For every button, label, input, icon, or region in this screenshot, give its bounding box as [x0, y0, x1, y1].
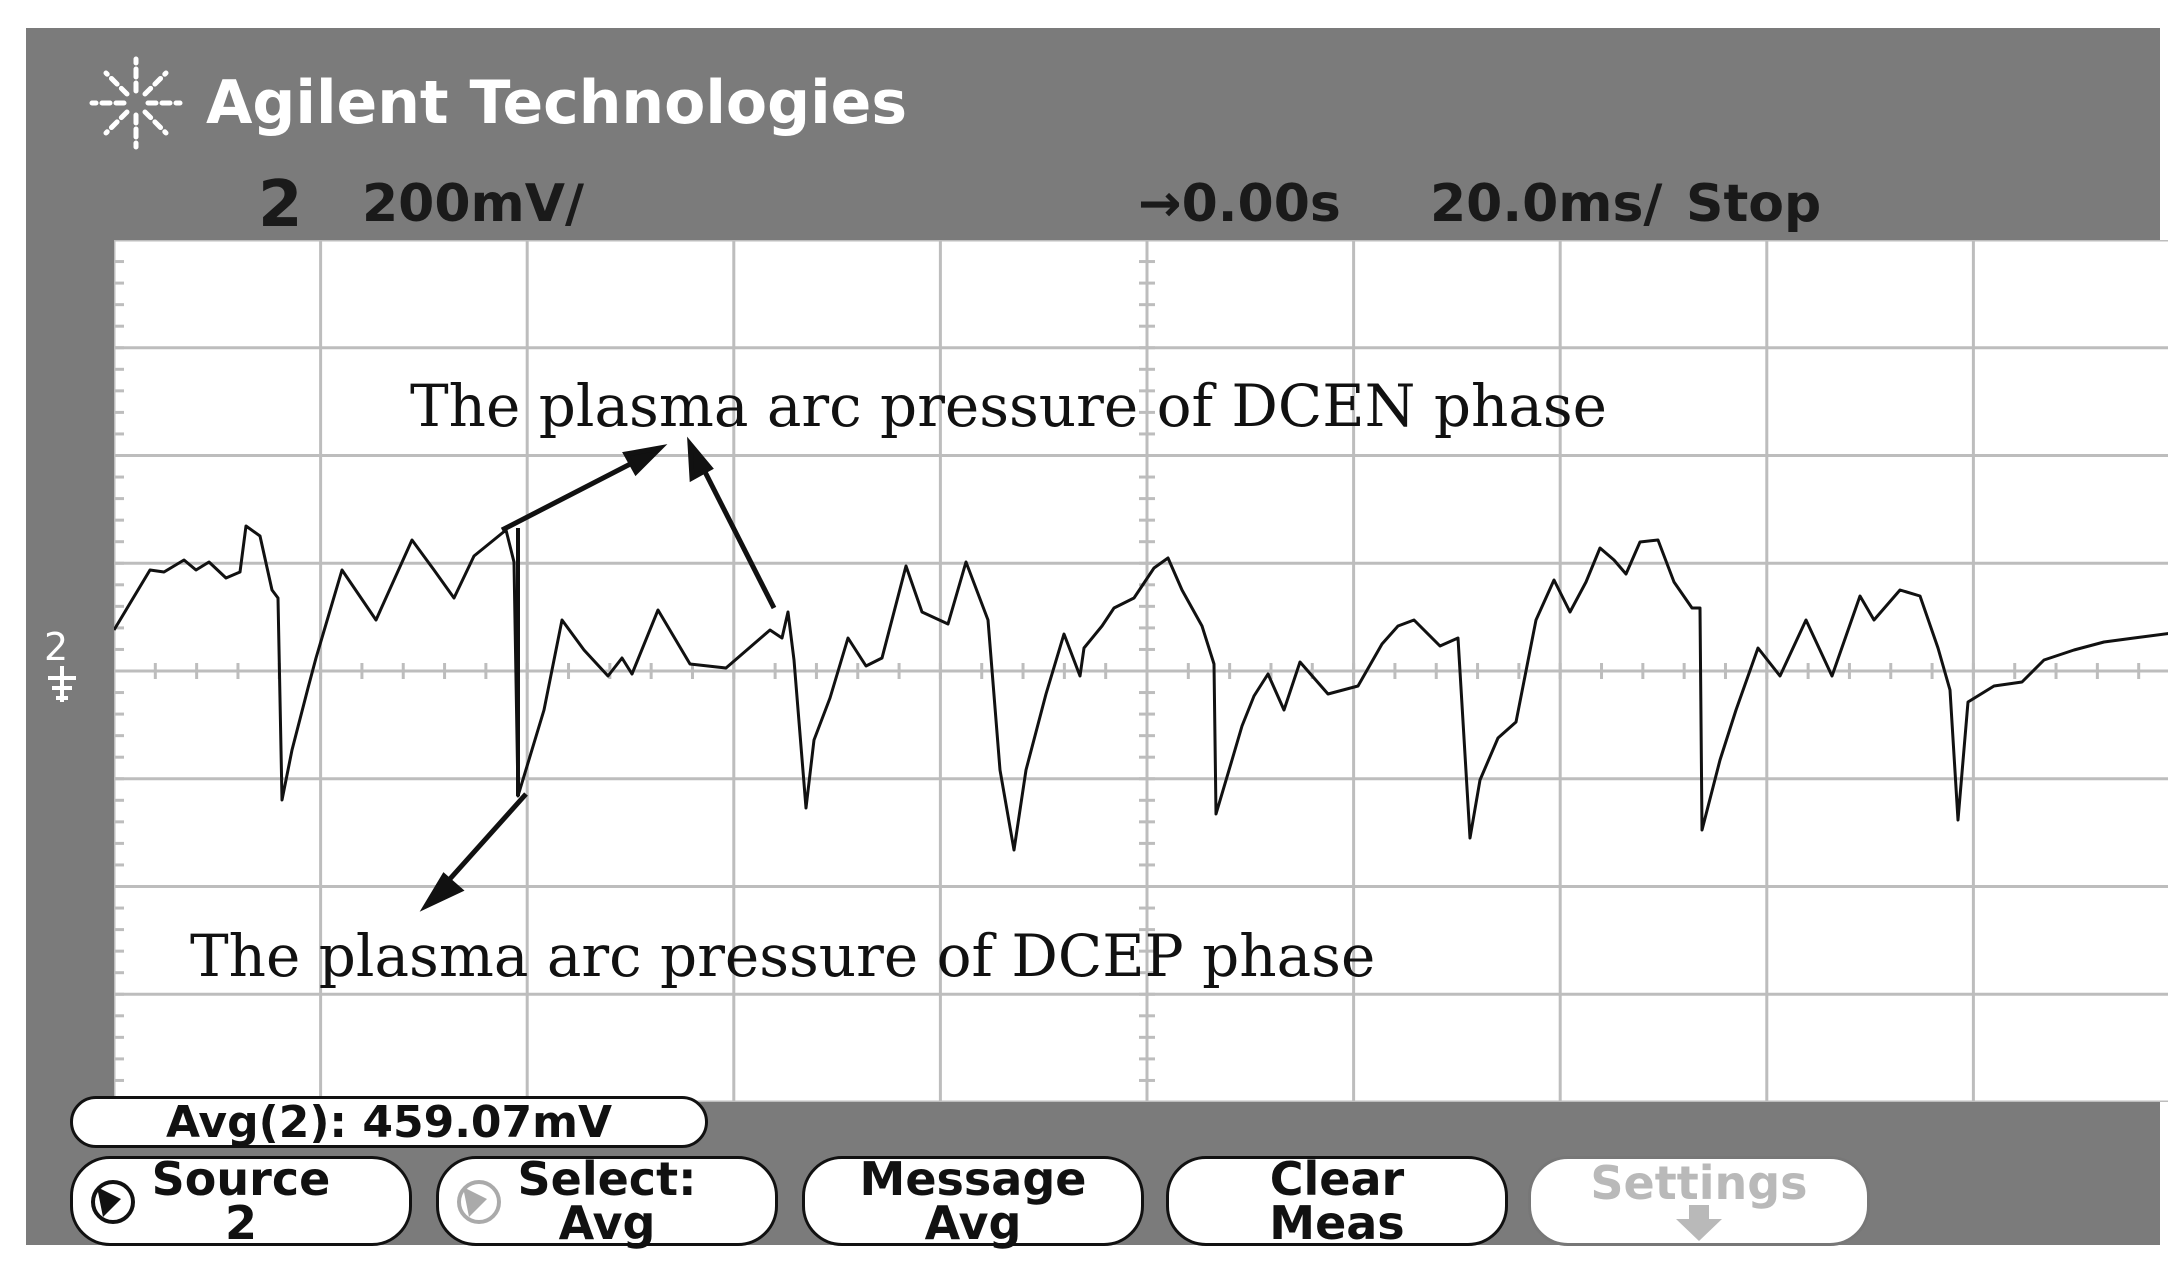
knob-icon — [457, 1180, 501, 1224]
softkey-line1: Select: — [517, 1152, 697, 1206]
arrowhead — [687, 436, 714, 483]
center-ticks — [114, 240, 2141, 1102]
clear-meas-softkey[interactable]: Clear Meas — [1166, 1156, 1508, 1246]
source-softkey[interactable]: Source 2 — [70, 1156, 412, 1246]
arrowhead — [419, 872, 465, 912]
volts-per-div: 200mV/ — [362, 174, 584, 234]
softkey-line1: Settings — [1590, 1156, 1808, 1210]
annotation-arrows — [419, 436, 777, 912]
channel-marker: 2 — [44, 626, 68, 669]
time-delay: →0.00s — [1138, 174, 1341, 234]
softkey-line2: 2 — [224, 1196, 257, 1250]
oscilloscope-display: Agilent Technologies 2 200mV/ →0.00s 20.… — [26, 28, 2168, 1246]
message-softkey[interactable]: Message Avg — [802, 1156, 1144, 1246]
time-per-div: 20.0ms/ — [1430, 174, 1663, 234]
softkey-line2: Avg — [558, 1196, 656, 1250]
brand-name: Agilent Technologies — [206, 68, 908, 138]
status-line: 2 200mV/ →0.00s 20.0ms/ Stop — [26, 168, 2160, 248]
channel-indicator: 2 — [258, 168, 303, 242]
waveform-trace — [114, 524, 2168, 852]
waveform-screen: The plasma arc pressure of DCEN phase Th… — [114, 240, 2168, 1102]
annotation-dcep: The plasma arc pressure of DCEP phase — [190, 922, 1375, 990]
run-state: Stop — [1686, 174, 1822, 234]
knob-icon — [91, 1180, 135, 1224]
settings-softkey[interactable]: Settings — [1528, 1156, 1870, 1246]
brand-header: Agilent Technologies — [86, 56, 908, 150]
softkey-line1: Clear — [1269, 1152, 1405, 1206]
ground-marker-icon: 2 — [44, 626, 76, 702]
softkey-line2: Meas — [1269, 1196, 1405, 1250]
avg-measurement-readout: Avg(2): 459.07mV — [70, 1096, 708, 1148]
select-softkey[interactable]: Select: Avg — [436, 1156, 778, 1246]
agilent-spark-icon — [89, 56, 183, 150]
arrowhead — [622, 444, 668, 477]
softkey-line1: Source — [151, 1152, 331, 1206]
softkey-line2: Avg — [924, 1196, 1022, 1250]
arrow-down-icon — [1676, 1205, 1722, 1241]
softkey-line1: Message — [859, 1152, 1087, 1206]
annotation-dcen: The plasma arc pressure of DCEN phase — [410, 372, 1607, 440]
